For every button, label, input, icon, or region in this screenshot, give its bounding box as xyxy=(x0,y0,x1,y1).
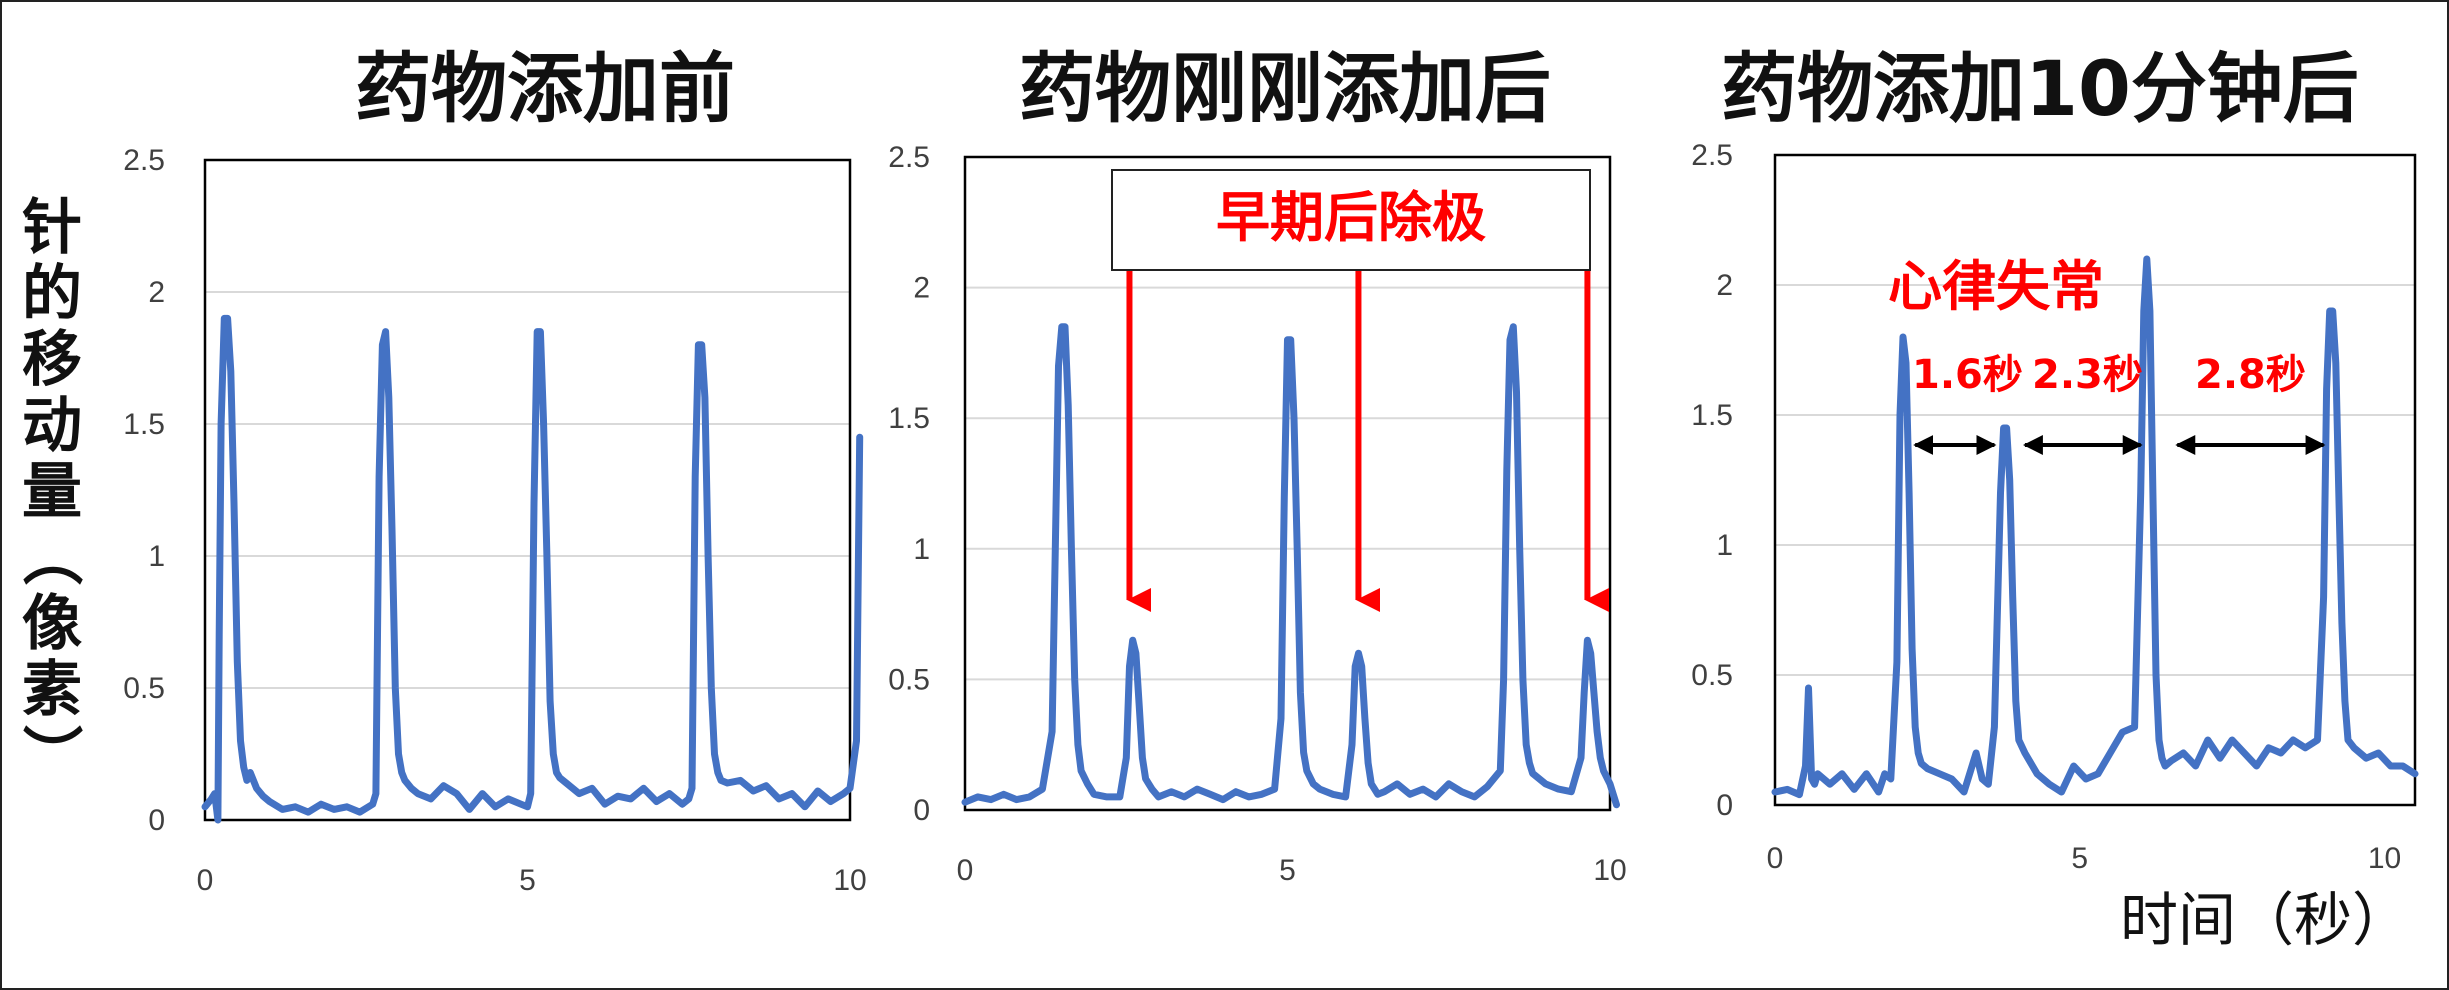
y-tick-label: 0 xyxy=(913,794,930,827)
x-tick-label: 10 xyxy=(1593,854,1626,887)
x-tick-label: 0 xyxy=(197,864,214,897)
y-axis-label-char: 素 xyxy=(22,655,82,725)
x-axis-label: 时间（秒） xyxy=(2120,886,2410,954)
y-tick-label: 1 xyxy=(913,533,930,566)
chart-panel-10min-after: 0 0.5 1 1.5 2 2.5 0 5 10 xyxy=(1691,139,2419,875)
ead-annotation: 早期后除极 xyxy=(1111,169,1591,271)
ead-label: 早期后除极 xyxy=(1216,186,1486,249)
x-tick-label: 5 xyxy=(519,864,536,897)
chart-panel-just-after: 0 0.5 1 1.5 2 2.5 0 5 10 xyxy=(888,141,1626,887)
panel-3-title: 药物添加10分钟后 xyxy=(1721,44,2359,133)
interval-label-2: 2.3秒 xyxy=(2032,352,2143,398)
series-line-0 xyxy=(201,314,864,824)
x-tick-label: 5 xyxy=(1279,854,1296,887)
arrhythmia-label: 心律失常 xyxy=(1888,255,2104,318)
x-tick-label: 5 xyxy=(2071,842,2088,875)
panel-2-title: 药物刚刚添加后 xyxy=(1019,44,1551,133)
plot-area xyxy=(1773,153,2417,807)
y-tick-label: 2 xyxy=(1716,269,1733,302)
y-axis-label-char: （ xyxy=(15,526,85,586)
ead-label-box xyxy=(1111,169,1591,271)
y-axis-label-char: 移 xyxy=(22,325,82,395)
y-tick-label: 0.5 xyxy=(1691,659,1733,692)
x-tick-label: 0 xyxy=(1767,842,1784,875)
arrhythmia-annotation: 心律失常 1.6秒 2.3秒 2.8秒 xyxy=(1888,255,2306,398)
series-line-0 xyxy=(1771,255,2419,799)
y-tick-label: 0 xyxy=(148,804,165,837)
y-tick-label: 1 xyxy=(148,540,165,573)
plot-area xyxy=(203,158,852,822)
y-tick-label: 0.5 xyxy=(123,672,165,705)
y-tick-label: 2.5 xyxy=(1691,139,1733,172)
series-line-0 xyxy=(961,323,1620,809)
y-tick-label: 1 xyxy=(1716,529,1733,562)
y-axis-label-char: 量 xyxy=(22,457,82,527)
plot-area xyxy=(963,155,1612,812)
y-axis-label-char: 针 xyxy=(22,193,82,263)
x-tick-label: 0 xyxy=(957,854,974,887)
y-axis-label-char: 的 xyxy=(22,259,82,329)
interval-label-3: 2.8秒 xyxy=(2195,352,2306,398)
y-tick-label: 1.5 xyxy=(123,408,165,441)
y-tick-label: 2.5 xyxy=(888,141,930,174)
y-tick-label: 1.5 xyxy=(1691,399,1733,432)
panel-1-title: 药物添加前 xyxy=(355,44,735,133)
y-axis-label-char: 像 xyxy=(22,589,82,659)
y-axis-label-char: ） xyxy=(15,724,85,784)
chart-panel-before: 0 0.5 1 1.5 2 2.5 0 5 10 xyxy=(123,144,866,897)
y-tick-label: 2 xyxy=(148,276,165,309)
y-tick-label: 0.5 xyxy=(888,663,930,696)
x-tick-label: 10 xyxy=(2368,842,2401,875)
y-tick-label: 2.5 xyxy=(123,144,165,177)
x-tick-label: 10 xyxy=(833,864,866,897)
y-tick-label: 0 xyxy=(1716,789,1733,822)
interval-label-1: 1.6秒 xyxy=(1912,352,2023,398)
y-tick-label: 2 xyxy=(913,272,930,305)
y-tick-label: 1.5 xyxy=(888,402,930,435)
y-axis-label-char: 动 xyxy=(22,391,82,461)
